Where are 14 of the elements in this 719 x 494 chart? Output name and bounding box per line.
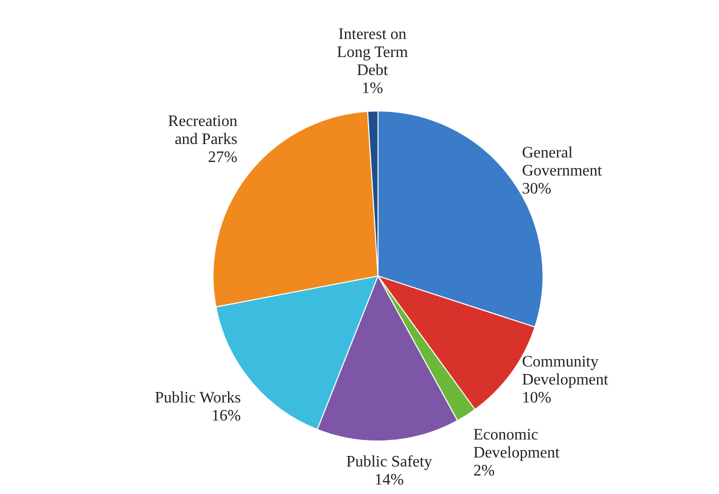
- data-label: 30%: [522, 180, 552, 198]
- data-label: 1%: [362, 80, 384, 98]
- slice-label: Public Works: [154, 389, 241, 406]
- slice-label: General Government: [522, 144, 603, 180]
- data-label: 27%: [208, 148, 238, 166]
- slice-label: Recreation and Parks: [168, 112, 238, 148]
- data-label: 10%: [522, 390, 552, 407]
- data-label: 14%: [374, 472, 404, 489]
- slice-label: Economic Development: [473, 426, 560, 462]
- slice-label: Public Safety: [346, 454, 432, 471]
- data-label: 2%: [473, 462, 495, 480]
- slice-label: Interest on Long Term Debt: [336, 26, 408, 80]
- data-label: 16%: [212, 407, 241, 424]
- slice-label: Community Development: [522, 354, 609, 389]
